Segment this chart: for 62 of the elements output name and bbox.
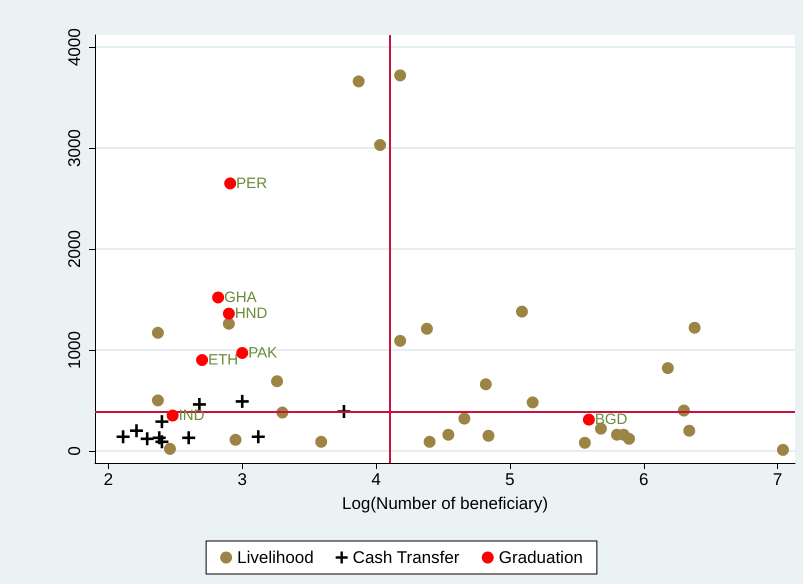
point [166,410,179,422]
point [623,432,636,445]
legend-label: Livelihood [237,548,314,567]
annotation: GHA [224,288,257,306]
point [480,378,492,390]
legend-label: Graduation [498,548,583,567]
point [582,414,595,426]
point [116,430,130,444]
point [578,436,591,449]
point [374,139,386,152]
x-tick-label: 3 [237,470,247,489]
annotation: PER [236,174,268,192]
annotation: HND [234,305,268,322]
point [196,354,208,366]
point [236,346,248,359]
y-tick-label: 1000 [65,331,84,369]
point [662,362,674,374]
point [516,306,528,318]
x-tick-label: 2 [104,470,114,489]
point [252,430,265,444]
point [442,428,454,441]
point [140,432,154,446]
point [192,398,206,411]
x-tick-label: 7 [772,470,782,489]
point [458,412,470,425]
annotation: PAK [248,344,278,362]
y-tick-label: 4000 [65,28,84,66]
point [482,430,494,442]
x-tick-label: 5 [505,470,515,489]
point [155,435,168,448]
annotation: ETH [208,352,238,369]
point [222,318,235,330]
point [688,322,701,334]
point [394,334,406,347]
point [352,75,365,88]
point [164,442,176,455]
y-tick-label: 0 [65,446,84,456]
point [212,291,224,304]
legend-label: Cash Transfer [352,548,460,567]
point [236,394,249,408]
x-tick-label: 6 [639,470,648,489]
point [315,436,328,448]
point [230,434,242,446]
y-tick-label: 2000 [65,230,84,268]
point [155,415,168,428]
point [152,394,164,406]
x-axis-title: Log(Number of beneficiary) [342,494,548,513]
point [424,436,436,448]
point [182,431,196,444]
point [776,444,789,456]
point [152,326,164,339]
point [420,322,433,335]
point [222,308,235,320]
point [394,69,406,82]
y-tick-label: 3000 [65,129,84,167]
point [224,177,236,190]
point [526,396,539,408]
point [130,424,143,438]
point [271,375,284,388]
point [683,424,696,437]
annotation: BGD [594,411,628,428]
x-tick-label: 4 [371,470,381,489]
